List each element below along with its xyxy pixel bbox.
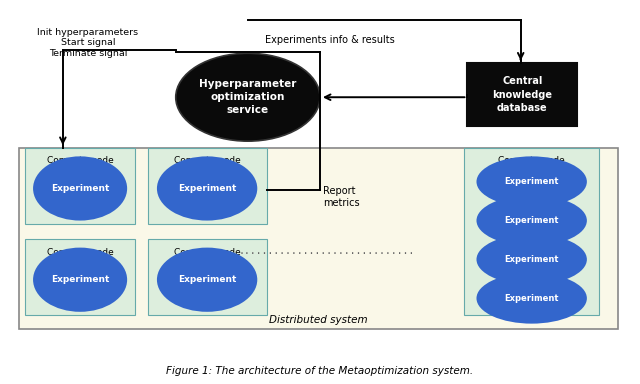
Text: Compute node: Compute node [47,156,113,166]
Text: Compute node: Compute node [173,248,241,257]
Ellipse shape [33,156,127,220]
Text: CPU + GPU: CPU + GPU [182,177,232,185]
Text: Distributed system: Distributed system [269,314,368,324]
FancyBboxPatch shape [25,239,135,315]
Text: Figure 1: The architecture of the Metaoptimization system.: Figure 1: The architecture of the Metaop… [166,366,474,376]
Text: Init hyperparameters
Start signal
Terminate signal: Init hyperparameters Start signal Termin… [37,28,138,58]
Ellipse shape [157,248,257,312]
Text: 4CPUs + 8GPUs: 4CPUs + 8GPUs [496,177,567,185]
Text: ..............................: .............................. [238,246,414,256]
FancyBboxPatch shape [148,148,267,224]
FancyBboxPatch shape [467,63,577,126]
Ellipse shape [477,234,587,285]
Text: Experiment: Experiment [504,294,559,303]
Text: Experiment: Experiment [504,177,559,186]
FancyBboxPatch shape [19,148,618,329]
Ellipse shape [477,195,587,246]
Text: Experiment: Experiment [504,255,559,264]
FancyBboxPatch shape [464,148,599,315]
Text: Hyperparameter
optimization
service: Hyperparameter optimization service [199,79,296,116]
Text: 4 CPUs: 4 CPUs [65,268,96,277]
Ellipse shape [477,156,587,207]
Text: Compute node: Compute node [173,156,241,166]
Text: Experiment: Experiment [51,275,109,284]
FancyBboxPatch shape [148,239,267,315]
Text: Experiment: Experiment [51,184,109,193]
Text: Compute node: Compute node [499,156,565,166]
Text: CPU: CPU [71,177,89,185]
Text: Compute node: Compute node [47,248,113,257]
Text: Experiment: Experiment [504,216,559,225]
Ellipse shape [176,53,320,141]
FancyBboxPatch shape [25,148,135,224]
Text: Experiment: Experiment [178,275,236,284]
Ellipse shape [477,273,587,324]
Ellipse shape [157,156,257,220]
Ellipse shape [33,248,127,312]
Text: Report
metrics: Report metrics [323,186,360,208]
Text: Central
knowledge
database: Central knowledge database [492,76,552,113]
Text: Experiments info & results: Experiments info & results [264,35,394,45]
Text: Experiment: Experiment [178,184,236,193]
Text: 1CPUs + 2GPUs: 1CPUs + 2GPUs [172,268,243,277]
